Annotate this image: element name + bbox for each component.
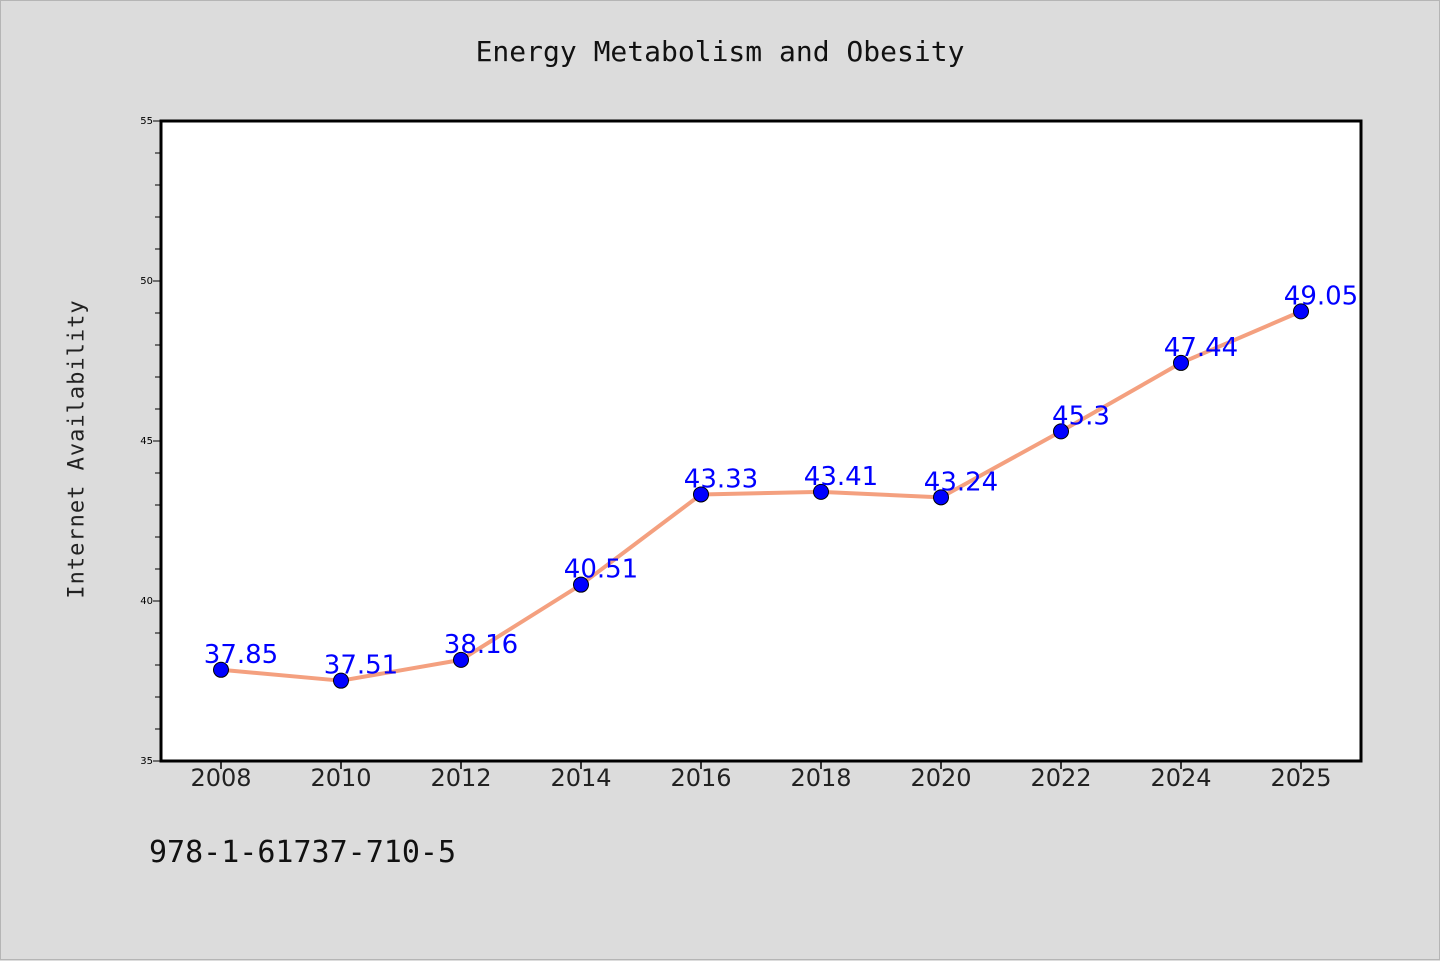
data-point: [933, 489, 949, 506]
series-line: [219, 309, 1303, 683]
x-tick-label: 2025: [1270, 764, 1331, 792]
data-label: 49.05: [1284, 281, 1358, 311]
chart-title: Energy Metabolism and Obesity: [475, 35, 965, 68]
data-point: [333, 672, 349, 689]
data-label: 37.85: [204, 640, 278, 670]
data-label: 47.44: [1164, 333, 1238, 363]
data-label: 43.24: [924, 467, 998, 497]
data-point: [453, 651, 469, 668]
data-label: 45.3: [1052, 401, 1110, 431]
x-tick-label: 2014: [550, 764, 611, 792]
data-label: 37.51: [324, 651, 398, 681]
y-tick-label: 35: [140, 756, 153, 767]
data-label: 40.51: [564, 555, 638, 585]
x-tick-label: 2016: [670, 764, 731, 792]
data-point: [573, 576, 589, 593]
x-tick-label: 2018: [790, 764, 851, 792]
y-tick-label: 45: [140, 436, 153, 447]
x-tick-label: 2024: [1150, 764, 1211, 792]
data-point: [1293, 303, 1309, 320]
isbn-footnote: 978-1-61737-710-5: [149, 835, 457, 870]
y-tick-label: 55: [140, 116, 153, 127]
x-tick-label: 2010: [310, 764, 371, 792]
y-tick-label: 40: [140, 596, 153, 607]
data-point: [1173, 354, 1189, 371]
y-tick-label: 50: [140, 276, 153, 287]
data-point: [693, 486, 709, 503]
data-label: 43.41: [804, 462, 878, 492]
data-point: [1053, 423, 1069, 440]
data-label: 38.16: [444, 630, 518, 660]
data-point: [213, 661, 229, 678]
data-label: 43.33: [684, 464, 758, 494]
x-tick-label: 2022: [1030, 764, 1091, 792]
x-tick-label: 2008: [190, 764, 251, 792]
x-tick-label: 2012: [430, 764, 491, 792]
data-point: [813, 483, 829, 500]
x-tick-label: 2020: [910, 764, 971, 792]
plot-area: [159, 119, 1363, 763]
